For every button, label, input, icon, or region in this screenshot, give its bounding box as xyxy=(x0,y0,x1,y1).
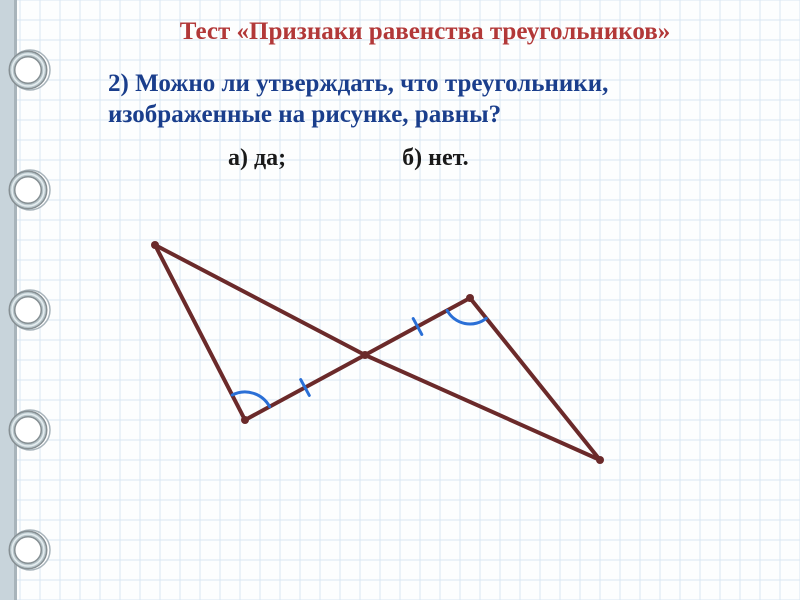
page-title: Тест «Признаки равенства треугольников» xyxy=(70,18,780,46)
question-line-2: изображенные на рисунке, равны? xyxy=(108,101,501,128)
question-line-1: 2) Можно ли утверждать, что треугольники… xyxy=(108,70,608,97)
question-text: 2) Можно ли утверждать, что треугольники… xyxy=(108,68,780,131)
triangle-diagram xyxy=(90,210,650,560)
answer-options: а) да; б) нет. xyxy=(108,145,780,172)
option-a[interactable]: а) да; xyxy=(228,145,286,172)
option-b[interactable]: б) нет. xyxy=(402,145,468,172)
